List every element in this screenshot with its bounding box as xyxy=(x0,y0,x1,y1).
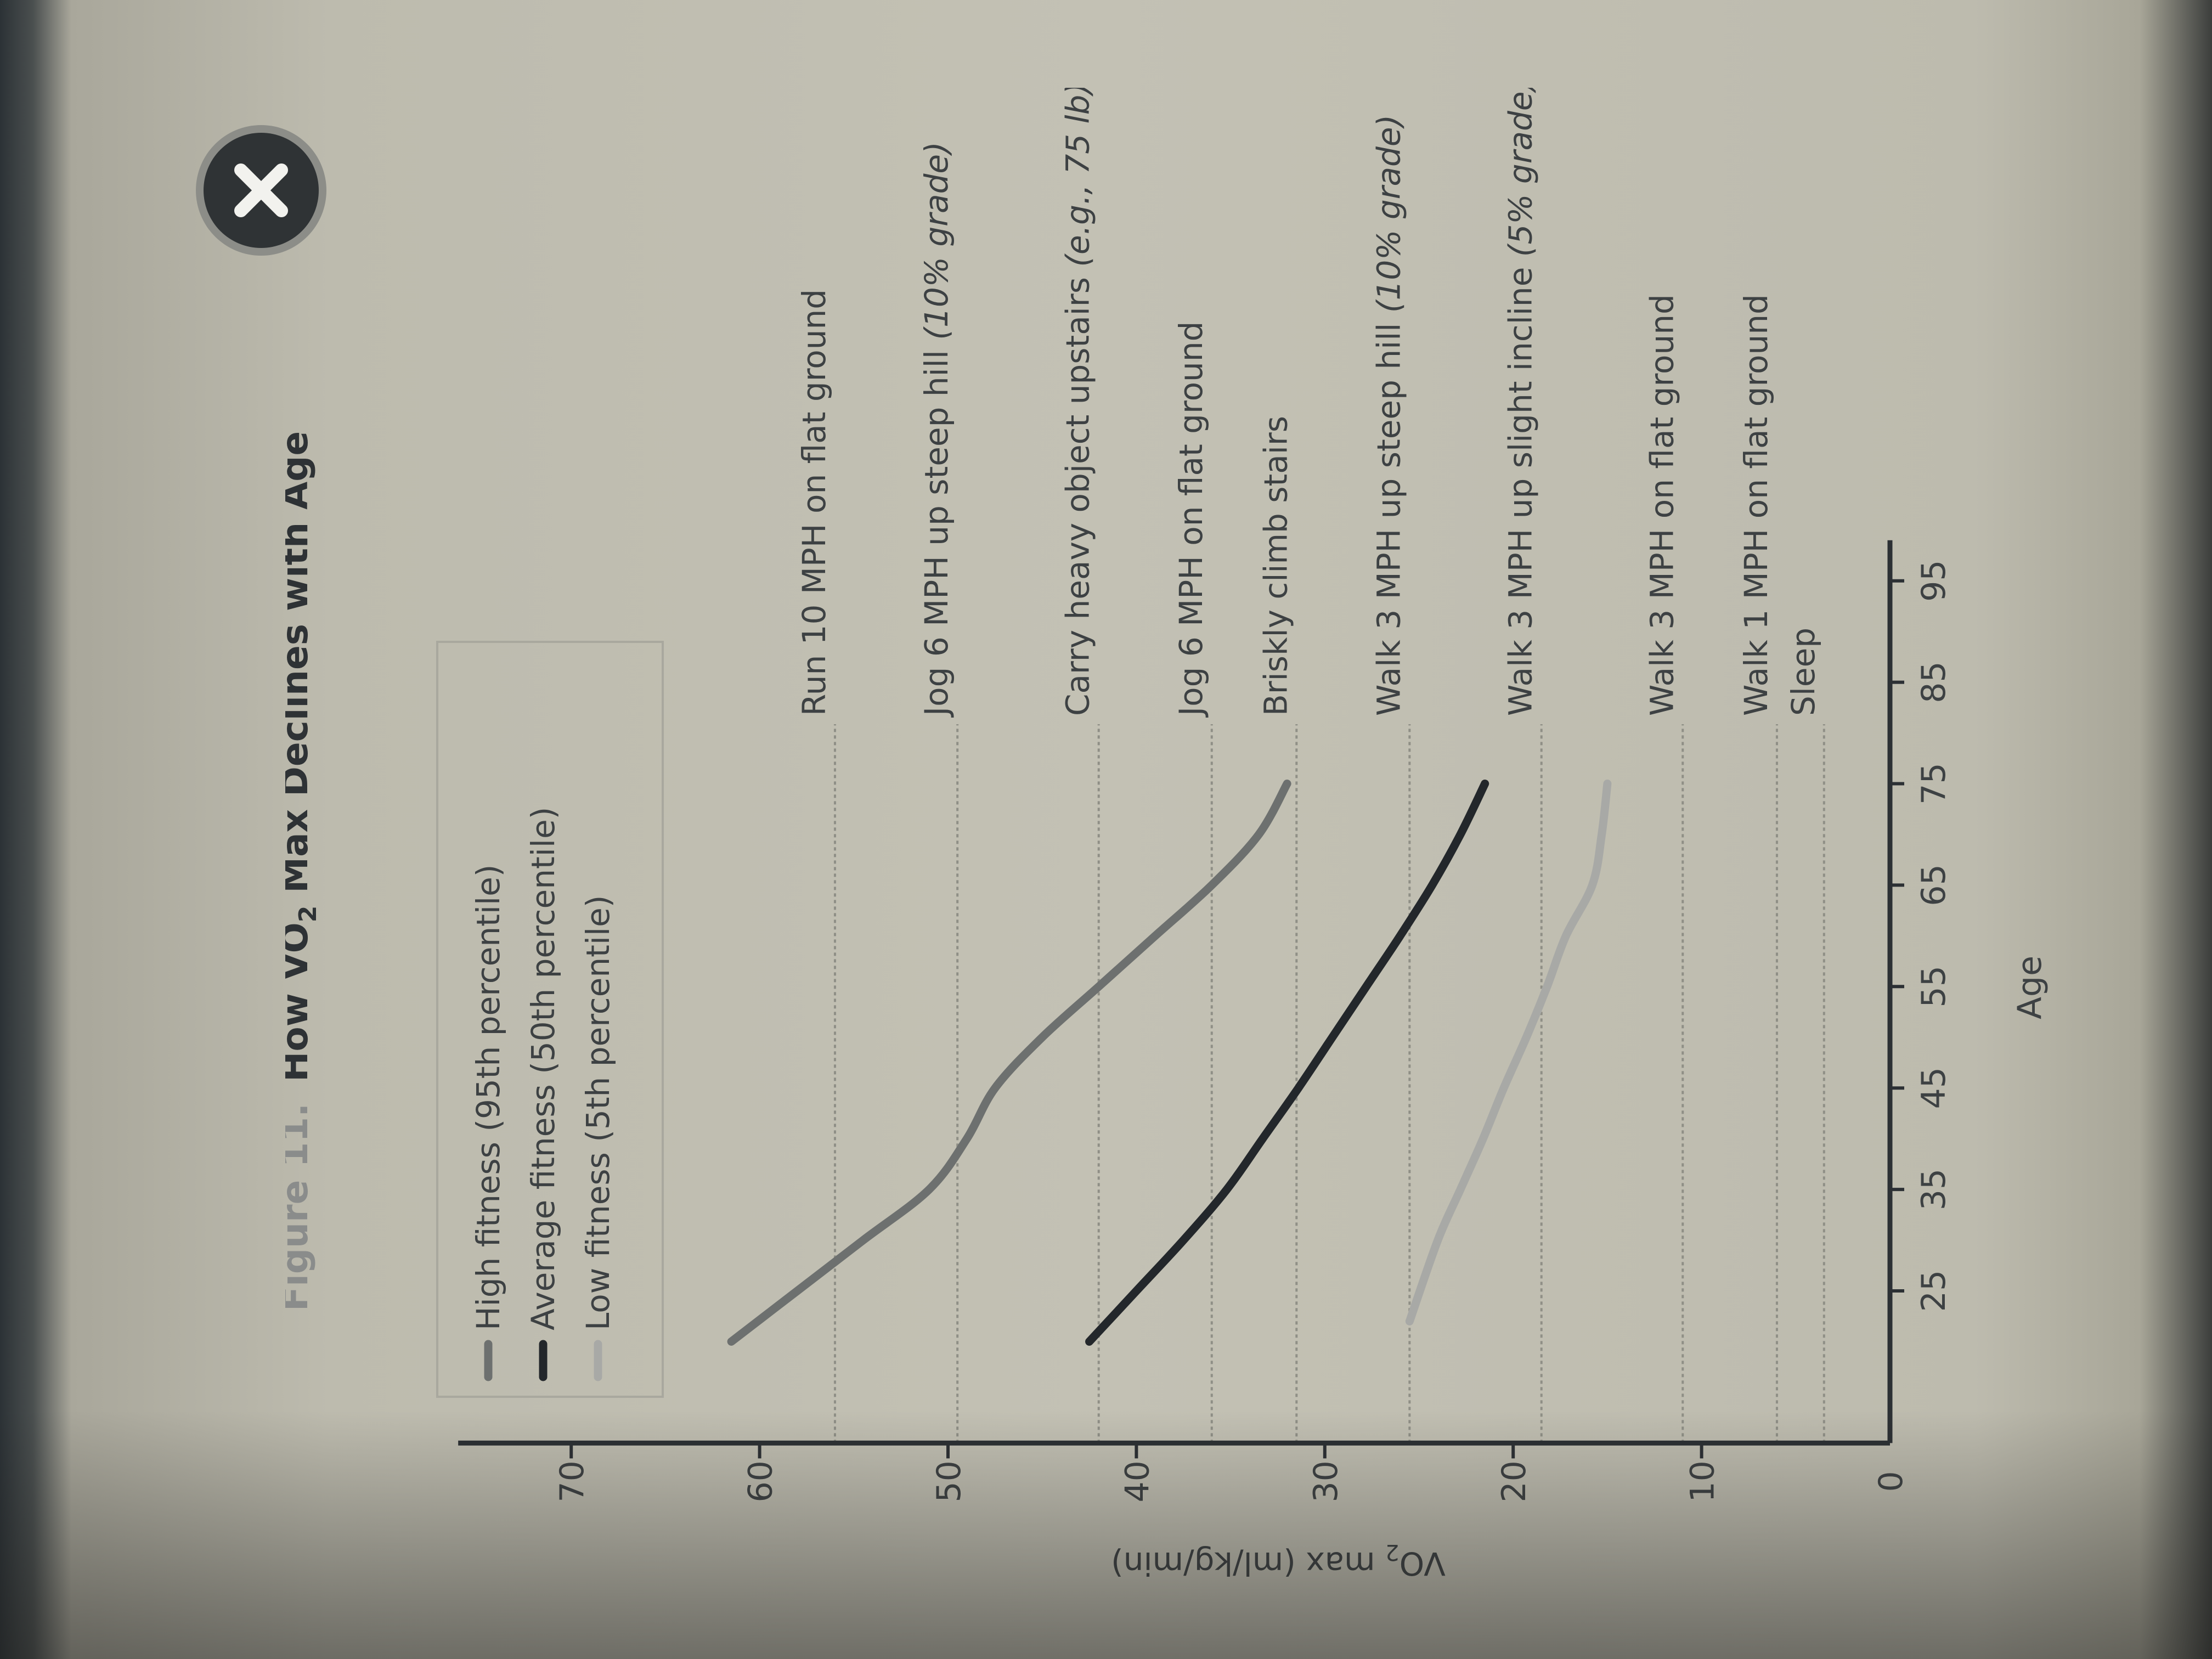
reference-label-text: Jog 6 MPH up steep hill xyxy=(918,340,955,718)
reference-label: Carry heavy object upstairs (e.g., 75 lb… xyxy=(1059,88,1097,716)
vo2-max-chart: Figure 11. How VO2 Max Declines with Age… xyxy=(274,79,2096,1624)
reference-label-text: Carry heavy object upstairs xyxy=(1059,267,1097,716)
chart-title: Figure 11. How VO2 Max Declines with Age xyxy=(285,431,322,1311)
reference-label-text: Sleep xyxy=(1785,628,1822,716)
reference-label-text: Walk 3 MPH on flat ground xyxy=(1643,294,1680,716)
x-axis-label: Age xyxy=(2011,956,2049,1019)
reference-label-text: Walk 3 MPH up steep hill xyxy=(1370,313,1407,716)
y-tick-label: 30 xyxy=(1307,1460,1345,1502)
y-tick-label: 0 xyxy=(1872,1471,1910,1492)
legend-label: Average fitness (50th percentile) xyxy=(524,807,562,1330)
reference-label-text: Walk 3 MPH up slight incline xyxy=(1502,257,1539,716)
y-tick-label: 40 xyxy=(1118,1460,1156,1502)
reference-label-note: (10% grade) xyxy=(1370,115,1407,313)
series-line-high xyxy=(727,780,1291,1346)
reference-label-text: Run 10 MPH on flat ground xyxy=(795,289,833,716)
reference-label: Sleep xyxy=(1785,628,1822,716)
y-tick-label: 60 xyxy=(742,1460,780,1502)
title-subscript: 2 xyxy=(294,906,322,923)
x-tick-label: 25 xyxy=(1915,1270,1953,1312)
title-figure-number: Figure 11. xyxy=(285,1103,316,1311)
y-tick-label: 10 xyxy=(1684,1460,1722,1502)
chart-svg: Figure 11. How VO2 Max Declines with Age… xyxy=(274,79,2049,1582)
x-tick-label: 75 xyxy=(1915,763,1953,804)
reference-label: Walk 3 MPH up slight incline (5% grade) xyxy=(1502,88,1539,716)
reference-label-note: (10% grade) xyxy=(918,142,955,340)
y-label-b: max (ml/kg/min) xyxy=(1111,1545,1385,1582)
reference-label-text: Briskly climb stairs xyxy=(1257,416,1294,716)
close-icon xyxy=(234,163,288,217)
reference-label-note: (5% grade) xyxy=(1502,88,1539,257)
series-line-average xyxy=(1085,780,1489,1346)
reference-label: Walk 1 MPH on flat ground xyxy=(1737,294,1775,716)
y-tick-label: 50 xyxy=(930,1460,968,1502)
reference-label: Run 10 MPH on flat ground xyxy=(795,289,833,716)
legend-label: High fitness (95th percentile) xyxy=(470,865,507,1330)
reference-label-text: Walk 1 MPH on flat ground xyxy=(1737,294,1775,716)
x-tick-label: 85 xyxy=(1915,661,1953,703)
legend-label: Low fitness (5th percentile) xyxy=(579,895,617,1330)
activity-reference-lines: Run 10 MPH on flat ground Jog 6 MPH up st… xyxy=(795,79,1825,1443)
y-tick-label: 70 xyxy=(553,1460,591,1502)
reference-label-note: (e.g., 75 lb) xyxy=(1059,88,1097,267)
y-label-subscript: 2 xyxy=(1385,1539,1399,1565)
y-tick-label: 20 xyxy=(1495,1460,1533,1502)
title-main-a: How VO xyxy=(285,922,316,1082)
series-line-low xyxy=(1405,780,1612,1325)
reference-label: Walk 3 MPH on flat ground xyxy=(1643,294,1680,716)
legend: High fitness (95th percentile) Average fi… xyxy=(436,641,664,1398)
x-tick-label: 95 xyxy=(1915,560,1953,602)
series-curves xyxy=(727,780,1612,1346)
reference-label-text: Jog 6 MPH on flat ground xyxy=(1172,321,1210,718)
y-label-a: VO xyxy=(1400,1545,1446,1582)
reference-label: Walk 3 MPH up steep hill (10% grade) xyxy=(1370,115,1407,716)
reference-label: Briskly climb stairs xyxy=(1257,416,1294,716)
x-tick-label: 35 xyxy=(1915,1169,1953,1210)
y-axis-label: VO2 max (ml/kg/min) xyxy=(1111,1539,1446,1582)
x-tick-label: 65 xyxy=(1915,864,1953,906)
reference-label: Jog 6 MPH up steep hill (10% grade) xyxy=(918,142,955,718)
title-main-b: Max Declines with Age xyxy=(285,431,316,906)
close-button[interactable] xyxy=(204,133,319,248)
x-tick-label: 55 xyxy=(1915,966,1953,1007)
reference-label: Jog 6 MPH on flat ground xyxy=(1172,321,1210,718)
x-tick-label: 45 xyxy=(1915,1067,1953,1109)
